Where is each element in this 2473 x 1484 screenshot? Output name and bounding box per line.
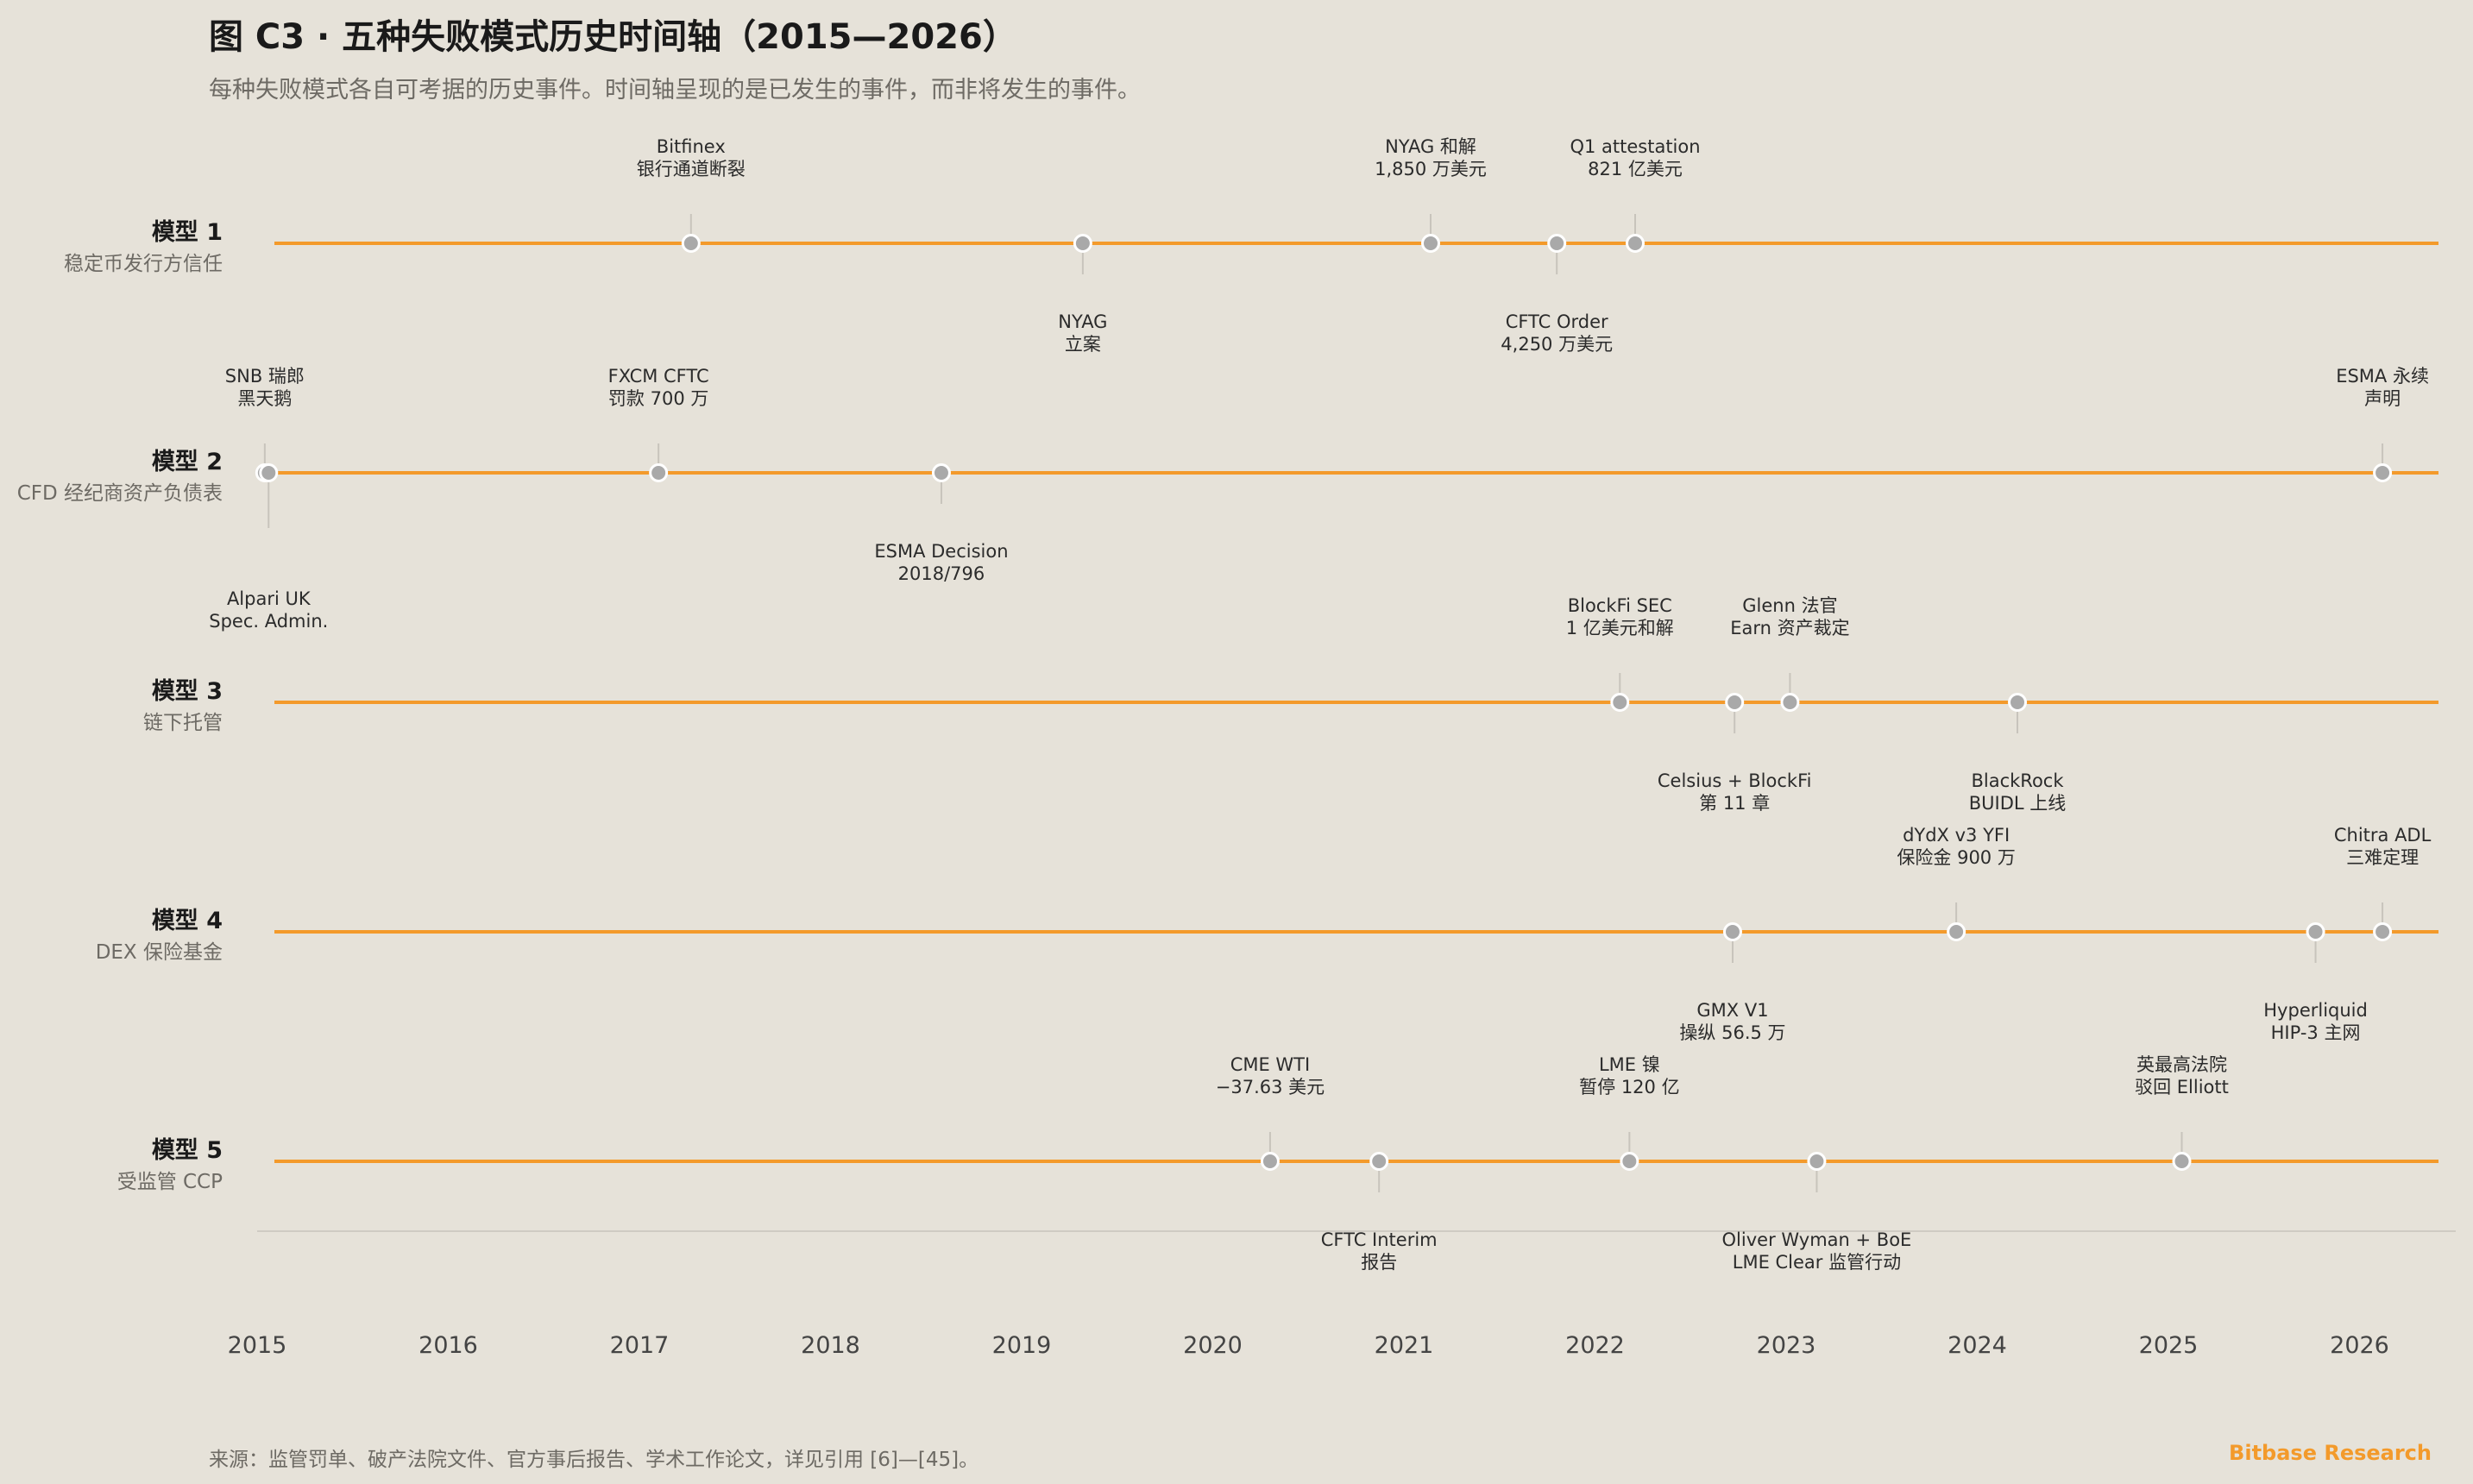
event-marker xyxy=(1547,234,1567,253)
event-label-line2: 三难定理 xyxy=(2346,847,2419,868)
event-label-line2: 立案 xyxy=(1065,334,1101,355)
event-marker xyxy=(1421,234,1441,253)
event-label-line2: 1,850 万美元 xyxy=(1375,159,1487,179)
x-tick-label: 2017 xyxy=(610,1332,670,1359)
event-marker xyxy=(931,463,951,482)
x-tick-label: 2015 xyxy=(228,1332,287,1359)
event-marker xyxy=(1626,234,1646,253)
event-marker xyxy=(2008,693,2028,712)
x-tick-label: 2025 xyxy=(2139,1332,2199,1359)
event-label-line2: BUIDL 上线 xyxy=(1969,793,2067,814)
event-label-line1: CFTC Interim xyxy=(1321,1229,1438,1250)
event-label-line2: Spec. Admin. xyxy=(209,611,328,632)
event-label-line1: 英最高法院 xyxy=(2136,1054,2227,1075)
event-label-line2: 黑天鹅 xyxy=(237,388,292,409)
event-label-line1: ESMA Decision xyxy=(874,541,1008,562)
event-label-line2: 驳回 Elliott xyxy=(2135,1077,2229,1097)
event-marker xyxy=(1610,693,1630,712)
event-marker xyxy=(1620,1152,1639,1171)
event-label-line1: Bitfinex xyxy=(657,136,726,157)
event-label-line2: 保险金 900 万 xyxy=(1897,847,2015,868)
event-label-line2: 报告 xyxy=(1361,1252,1397,1273)
event-label-line2: Earn 资产裁定 xyxy=(1730,618,1849,638)
chart-subtitle: 每种失败模式各自可考据的历史事件。时间轴呈现的是已发生的事件，而非将发生的事件。 xyxy=(209,77,1141,104)
event-label-line1: GMX V1 xyxy=(1696,1000,1768,1021)
event-label-line1: Hyperliquid xyxy=(2263,1000,2368,1021)
event-marker xyxy=(1722,922,1742,941)
event-marker xyxy=(2373,463,2393,482)
event-marker xyxy=(2306,922,2325,941)
event-label-line1: SNB 瑞郎 xyxy=(225,366,305,387)
event-label-line1: Alpari UK xyxy=(227,588,311,609)
row-description-label: 受监管 CCP xyxy=(117,1171,223,1193)
row-name-label: 模型 2 xyxy=(152,449,223,475)
event-marker xyxy=(1947,922,1966,941)
event-label-line1: Oliver Wyman + BoE xyxy=(1722,1229,1912,1250)
event-label-line1: Celsius + BlockFi xyxy=(1658,770,1812,791)
event-label-line2: LME Clear 监管行动 xyxy=(1733,1252,1901,1273)
x-tick-label: 2020 xyxy=(1183,1332,1243,1359)
event-label-line2: 操纵 56.5 万 xyxy=(1679,1022,1785,1043)
event-marker xyxy=(1807,1152,1827,1171)
event-label-line1: BlackRock xyxy=(1971,770,2064,791)
event-label-line1: CME WTI xyxy=(1230,1054,1311,1075)
event-label-line2: 2018/796 xyxy=(898,563,985,584)
event-label-line1: dYdX v3 YFI xyxy=(1903,825,2010,846)
chart-title: 图 C3 · 五种失败模式历史时间轴（2015—2026） xyxy=(209,17,1017,57)
event-label-line1: ESMA 永续 xyxy=(2336,366,2429,387)
row-description-label: CFD 经纪商资产负债表 xyxy=(17,482,223,505)
x-tick-label: 2022 xyxy=(1565,1332,1625,1359)
x-tick-label: 2023 xyxy=(1757,1332,1816,1359)
event-label-line2: 银行通道断裂 xyxy=(637,159,746,179)
event-label-line1: Chitra ADL xyxy=(2334,825,2432,846)
event-label-line1: Glenn 法官 xyxy=(1742,595,1837,616)
event-label-line1: FXCM CFTC xyxy=(608,366,709,387)
x-tick-label: 2026 xyxy=(2330,1332,2389,1359)
row-description-label: 稳定币发行方信任 xyxy=(64,253,223,275)
event-marker xyxy=(259,463,279,482)
x-tick-label: 2024 xyxy=(1948,1332,2007,1359)
event-label-line2: HIP-3 主网 xyxy=(2271,1022,2361,1043)
event-label-line2: 4,250 万美元 xyxy=(1501,334,1613,355)
row-name-label: 模型 4 xyxy=(152,908,223,934)
event-marker xyxy=(1725,693,1745,712)
event-marker xyxy=(2172,1152,2192,1171)
event-label-line1: NYAG xyxy=(1058,311,1107,332)
event-marker xyxy=(649,463,669,482)
row-name-label: 模型 1 xyxy=(152,219,223,246)
row-description-label: 链下托管 xyxy=(143,712,223,734)
event-marker xyxy=(1260,1152,1280,1171)
event-label-line2: 第 11 章 xyxy=(1699,793,1770,814)
event-label-line1: BlockFi SEC xyxy=(1568,595,1672,616)
event-marker xyxy=(681,234,701,253)
event-label-line2: 暂停 120 亿 xyxy=(1579,1077,1679,1097)
row-description-label: DEX 保险基金 xyxy=(96,941,223,964)
event-label-line2: 821 亿美元 xyxy=(1588,159,1683,179)
event-marker xyxy=(1369,1152,1389,1171)
event-label-line1: CFTC Order xyxy=(1506,311,1608,332)
x-tick-label: 2018 xyxy=(801,1332,860,1359)
event-marker xyxy=(1073,234,1092,253)
event-label-line2: 1 亿美元和解 xyxy=(1566,618,1674,638)
event-marker xyxy=(1780,693,1800,712)
event-label-line2: −37.63 美元 xyxy=(1216,1077,1325,1097)
x-tick-label: 2016 xyxy=(418,1332,478,1359)
row-name-label: 模型 5 xyxy=(152,1137,223,1164)
event-label-line1: LME 镍 xyxy=(1599,1054,1660,1075)
source-note: 来源：监管罚单、破产法院文件、官方事后报告、学术工作论文，详见引用 [6]—[4… xyxy=(209,1449,979,1471)
event-label-line2: 罚款 700 万 xyxy=(608,388,708,409)
event-marker xyxy=(2373,922,2393,941)
brand-logo-text: Bitbase Research xyxy=(2229,1441,2432,1465)
x-tick-label: 2021 xyxy=(1375,1332,1434,1359)
event-label-line1: NYAG 和解 xyxy=(1385,136,1476,157)
x-tick-label: 2019 xyxy=(992,1332,1052,1359)
event-label-line2: 声明 xyxy=(2364,388,2401,409)
event-label-line1: Q1 attestation xyxy=(1570,136,1700,157)
row-name-label: 模型 3 xyxy=(152,678,223,705)
